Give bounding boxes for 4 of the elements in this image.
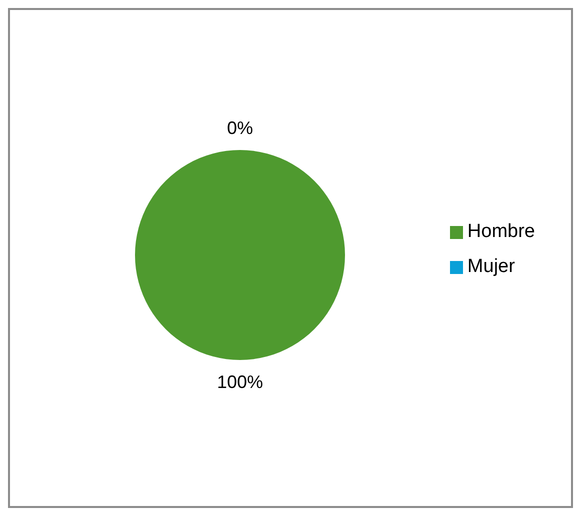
legend-label: Mujer	[467, 256, 515, 277]
text: 0%	[226, 118, 254, 138]
data-label: 100%	[216, 372, 264, 392]
legend-label: Hombre	[467, 221, 535, 242]
